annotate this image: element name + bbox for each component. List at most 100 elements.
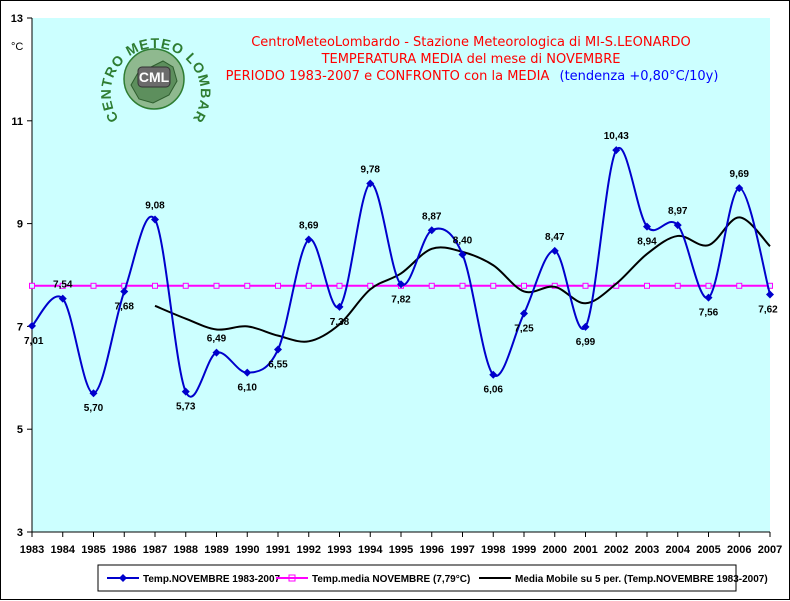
data-label: 8,97 [668, 206, 688, 217]
y-ticks: 3 5 7 9 11 13 [11, 13, 32, 539]
y-tick-label: 9 [17, 219, 23, 231]
title-line-2: TEMPERATURA MEDIA del mese di NOVEMBRE [321, 52, 621, 67]
y-axis-unit-label: °C [11, 41, 23, 53]
x-tick-label: 1992 [297, 544, 321, 556]
x-tick-label: 2005 [696, 544, 720, 556]
temperature-marker [366, 179, 375, 188]
data-label: 6,55 [268, 360, 288, 371]
x-tick-label: 1987 [143, 544, 167, 556]
x-tick-label: 2002 [604, 544, 628, 556]
temperature-marker [427, 226, 436, 235]
x-tick-label: 1988 [174, 544, 198, 556]
data-label: 6,06 [484, 385, 504, 396]
data-label: 8,87 [422, 211, 442, 222]
y-tick-label: 5 [17, 424, 23, 436]
y-tick-label: 3 [17, 527, 23, 539]
temperature-marker [735, 184, 744, 193]
data-label: 9,78 [361, 165, 381, 176]
temperature-marker [304, 235, 313, 244]
data-label: 10,43 [604, 131, 629, 142]
mean-marker [582, 282, 589, 289]
x-tick-label: 2003 [635, 544, 659, 556]
data-label: 7,62 [758, 305, 778, 316]
data-label: 8,40 [453, 235, 473, 246]
y-tick-label: 11 [11, 116, 23, 128]
legend: Temp.NOVEMBRE 1983-2007 Temp.media NOVEM… [97, 564, 768, 592]
data-label: 9,69 [730, 169, 750, 180]
x-tick-label: 1990 [235, 544, 259, 556]
x-tick-label: 1997 [450, 544, 474, 556]
temperature-marker [151, 215, 159, 224]
mean-marker [59, 282, 66, 289]
mean-marker [213, 282, 220, 289]
data-label: 7,82 [391, 294, 411, 305]
legend-mean-marker [288, 574, 296, 582]
temperature-marker [243, 368, 252, 377]
x-tick-label: 1998 [481, 544, 505, 556]
mean-marker [674, 282, 681, 289]
x-tick-label: 1993 [327, 544, 351, 556]
temperature-marker [274, 345, 282, 354]
legend-box [97, 564, 737, 592]
data-label: 7,01 [24, 336, 44, 347]
temperature-marker [704, 293, 713, 302]
mean-marker [182, 282, 189, 289]
mean-marker [705, 282, 712, 289]
data-label: 9,08 [145, 200, 165, 211]
mean-marker [244, 282, 251, 289]
data-label: 7,38 [330, 317, 350, 328]
legend-temp-label: Temp.NOVEMBRE 1983-2007 [143, 574, 281, 585]
x-tick-label: 1996 [420, 544, 444, 556]
mean-marker [275, 282, 281, 289]
chart-title: CentroMeteoLombardo - Stazione Meteorolo… [226, 35, 719, 84]
title-line-3: PERIODO 1983-2007 e CONFRONTO con la MED… [226, 69, 719, 84]
temperature-marker [28, 321, 36, 330]
y-tick-label: 7 [17, 321, 23, 333]
temperature-marker [89, 389, 98, 398]
x-tick-label: 2006 [727, 544, 751, 556]
temperature-marker [550, 246, 559, 255]
data-label: 6,99 [576, 337, 596, 348]
temperature-marker [581, 322, 590, 331]
data-label: 8,47 [545, 232, 565, 243]
temperature-marker [489, 370, 498, 379]
mean-marker [644, 282, 650, 289]
data-label: 7,25 [514, 324, 534, 335]
x-tick-label: 1989 [204, 544, 228, 556]
x-tick-label: 2000 [543, 544, 567, 556]
mean-marker [736, 282, 743, 289]
title-line-1: CentroMeteoLombardo - Stazione Meteorolo… [251, 35, 691, 50]
mean-marker [152, 282, 158, 289]
temperature-marker [335, 302, 344, 311]
x-ticks: 1983 1984 1985 1986 1987 1988 1989 1990 1991 1992… [20, 532, 782, 556]
data-label: 8,94 [637, 237, 657, 248]
mean-marker [521, 282, 527, 289]
x-tick-label: 2004 [666, 544, 691, 556]
x-tick-label: 1999 [512, 544, 536, 556]
data-label: 5,70 [84, 403, 104, 414]
temperature-marker [643, 222, 651, 231]
data-label: 7,54 [53, 280, 73, 291]
temperature-marker [766, 290, 774, 299]
x-tick-label: 1994 [358, 544, 383, 556]
temperature-marker [397, 280, 405, 289]
temperature-marker [181, 387, 190, 396]
temperature-marker [58, 294, 67, 303]
mean-marker [305, 282, 312, 289]
legend-moving-label: Media Mobile su 5 per. (Temp.NOVEMBRE 19… [515, 574, 768, 585]
temperature-marker [673, 221, 682, 230]
data-label: 7,56 [699, 308, 719, 319]
x-tick-label: 1984 [51, 544, 76, 556]
trend-text: (tendenza +0,80°C/10y) [560, 69, 719, 84]
temperature-marker [520, 309, 528, 318]
temperature-marker [458, 250, 467, 259]
x-tick-label: 2007 [758, 544, 782, 556]
mean-marker [29, 282, 35, 289]
legend-temp-marker [119, 574, 127, 582]
data-label: 5,73 [176, 402, 196, 413]
temperature-marker [120, 287, 129, 296]
mean-marker [490, 282, 497, 289]
data-label: 6,49 [207, 334, 227, 345]
x-tick-label: 1985 [81, 544, 105, 556]
